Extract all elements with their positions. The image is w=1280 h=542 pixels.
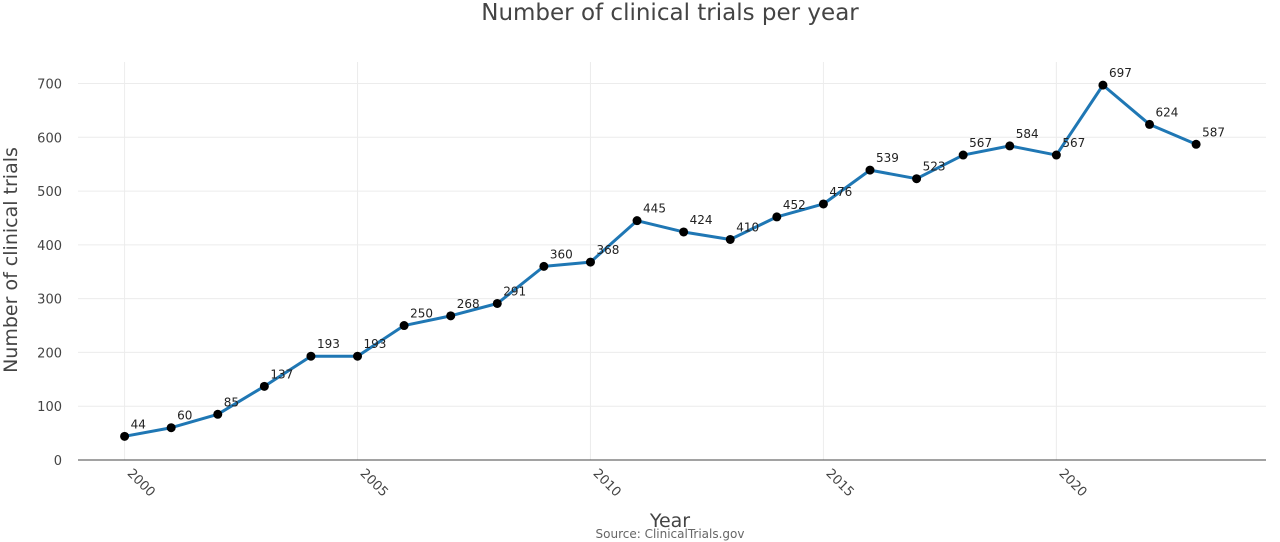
data-point [399,321,409,331]
x-tick-label: 2005 [357,466,391,500]
chart-title: Number of clinical trials per year [481,0,859,26]
data-point [912,174,922,184]
data-point [213,409,223,419]
data-label: 539 [876,151,899,165]
data-label: 587 [1202,125,1225,139]
data-label: 624 [1156,105,1179,119]
y-tick-label: 700 [37,78,62,93]
data-label: 368 [596,243,619,257]
data-point [1191,139,1201,149]
data-label: 44 [131,417,146,431]
data-label: 268 [457,297,480,311]
data-label: 452 [783,198,806,212]
data-point [1051,150,1061,160]
x-tick-label: 2010 [590,466,624,500]
data-point [865,165,875,175]
data-point [259,381,269,391]
data-point [353,351,363,361]
data-point [492,298,502,308]
data-point [1005,141,1015,151]
data-label: 250 [410,307,433,321]
data-point [1098,80,1108,90]
data-point [539,261,549,271]
y-tick-label: 200 [37,346,62,361]
y-tick-label: 100 [37,400,62,415]
y-axis-title: Number of clinical trials [0,147,22,373]
data-point [120,431,130,441]
source-note: Source: ClinicalTrials.gov [596,527,745,541]
x-tick-label: 2015 [823,466,857,500]
data-label: 85 [224,395,239,409]
data-label: 193 [317,337,340,351]
series-line [123,83,1198,438]
y-tick-label: 600 [37,131,62,146]
data-point [958,150,968,160]
data-point [679,227,689,237]
data-label: 291 [503,284,526,298]
y-tick-label: 0 [54,454,62,469]
data-point [1145,119,1155,129]
data-point [585,257,595,267]
y-tick-label: 400 [37,239,62,254]
data-label: 523 [923,160,946,174]
data-point [772,212,782,222]
data-label: 567 [1062,136,1085,150]
data-label: 137 [270,367,293,381]
grid-layer [78,62,1266,460]
data-label: 424 [690,213,713,227]
x-tick-label: 2020 [1056,466,1090,500]
y-tick-label: 500 [37,185,62,200]
data-label: 476 [829,185,852,199]
x-axis-title: Year [649,510,690,532]
x-tick-label: 2000 [124,466,158,500]
data-point [166,423,176,433]
data-label-layer: 44 60 85 137 193 193 250 268 291 360 368 445 424 410 4… [131,66,1225,431]
data-label: 410 [736,220,759,234]
data-point [818,199,828,209]
data-point [725,234,735,244]
data-point [446,311,456,321]
data-label: 60 [177,409,192,423]
data-label: 360 [550,247,573,261]
series-layer [120,80,1201,441]
data-label: 445 [643,202,666,216]
data-point [632,216,642,226]
data-label: 193 [364,337,387,351]
y-tick-label: 300 [37,293,62,308]
data-point [306,351,316,361]
data-label: 567 [969,136,992,150]
data-label: 697 [1109,66,1132,80]
data-label: 584 [1016,127,1039,141]
